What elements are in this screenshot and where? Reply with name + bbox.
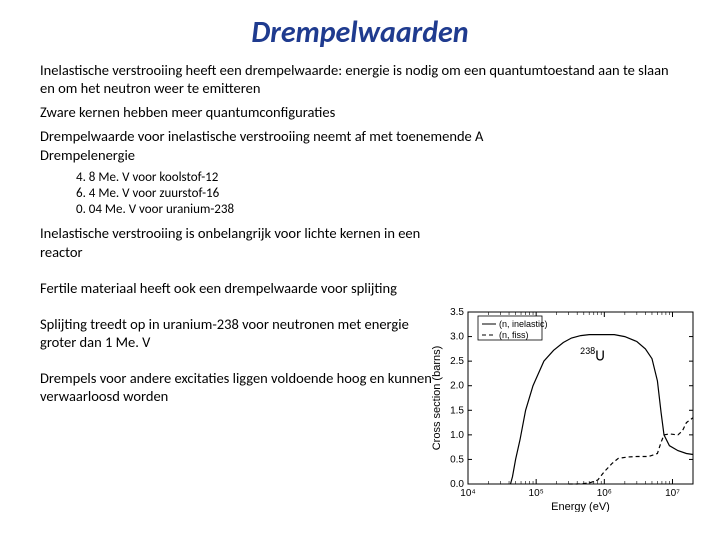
svg-text:1.0: 1.0 (450, 430, 464, 441)
sub-3: 0. 04 Me. V voor uranium-238 (76, 202, 680, 218)
para-8: Drempels voor andere excitaties liggen v… (40, 369, 440, 405)
svg-text:1.5: 1.5 (450, 405, 464, 416)
sub-1: 4. 8 Me. V voor koolstof-12 (76, 170, 680, 186)
svg-text:10⁴: 10⁴ (460, 488, 475, 499)
svg-text:10⁷: 10⁷ (665, 488, 680, 499)
svg-text:3.5: 3.5 (450, 307, 464, 318)
cross-section-chart: 0.00.51.01.52.02.53.03.510⁴10⁵10⁶10⁷Ener… (428, 302, 708, 512)
svg-text:3.0: 3.0 (450, 332, 464, 343)
para-3: Drempelwaarde voor inelastische verstroo… (40, 127, 680, 145)
para-1: Inelastische verstrooiing heeft een drem… (40, 61, 680, 97)
sub-2: 6. 4 Me. V voor zuurstof-16 (76, 186, 680, 202)
para-4: Drempelenergie (40, 146, 680, 164)
page-title: Drempelwaarden (0, 0, 720, 61)
svg-text:2.0: 2.0 (450, 381, 464, 392)
svg-text:10⁶: 10⁶ (597, 488, 612, 499)
para-6: Fertile materiaal heeft ook een drempelw… (40, 279, 440, 297)
svg-text:(n, inelastic): (n, inelastic) (499, 319, 548, 329)
para-5: Inelastische verstrooiing is onbelangrij… (40, 224, 440, 260)
svg-text:2.5: 2.5 (450, 356, 464, 367)
svg-text:0.5: 0.5 (450, 454, 464, 465)
svg-text:Energy (eV): Energy (eV) (551, 501, 610, 512)
para-2: Zware kernen hebben meer quantumconfigur… (40, 103, 680, 121)
para-7: Splijting treedt op in uranium-238 voor … (40, 315, 440, 351)
svg-text:Cross section (barns): Cross section (barns) (431, 346, 443, 451)
threshold-sublist: 4. 8 Me. V voor koolstof-12 6. 4 Me. V v… (76, 170, 680, 219)
isotope-label: 238U (580, 344, 605, 365)
svg-text:(n, fiss): (n, fiss) (499, 330, 529, 340)
isotope-mass: 238 (580, 344, 595, 357)
svg-text:10⁵: 10⁵ (529, 488, 544, 499)
chart-svg: 0.00.51.01.52.02.53.03.510⁴10⁵10⁶10⁷Ener… (428, 302, 708, 512)
isotope-symbol: U (595, 347, 605, 365)
